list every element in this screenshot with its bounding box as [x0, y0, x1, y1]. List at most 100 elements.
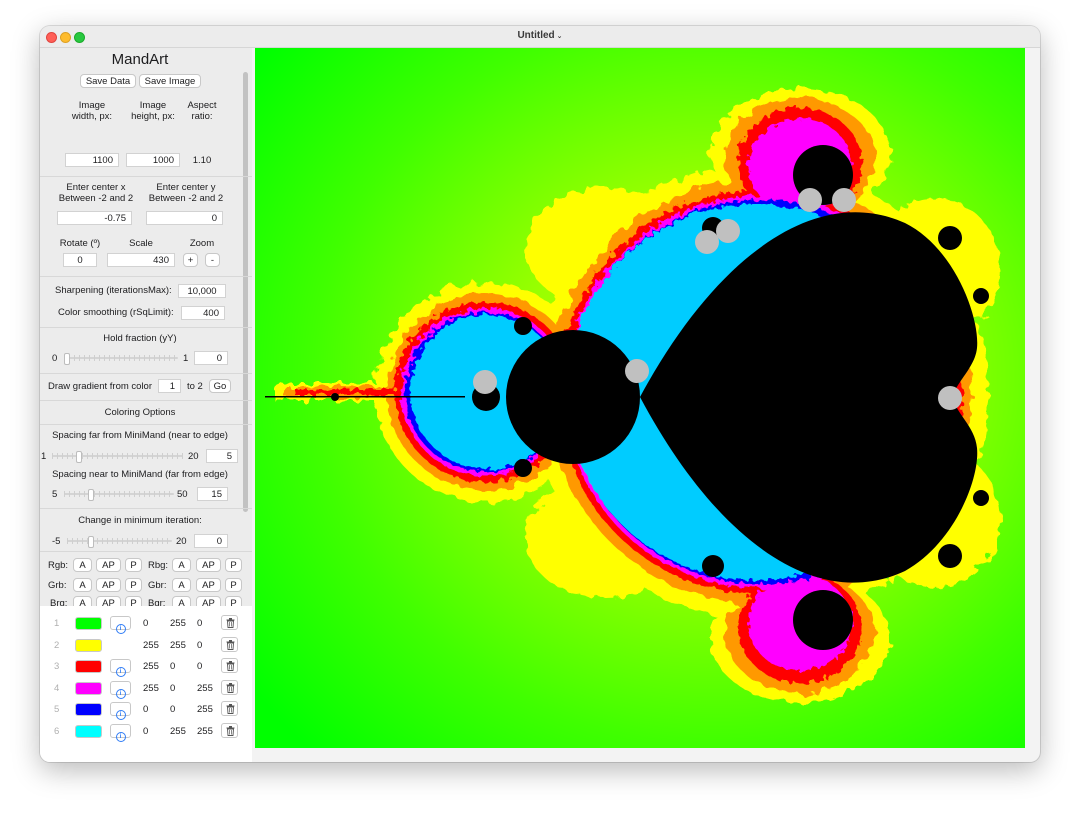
minimize-window-button[interactable] [60, 32, 71, 43]
green-value[interactable]: 0 [170, 661, 176, 673]
blue-value[interactable]: 255 [197, 726, 213, 737]
sidebar-scrollbar[interactable] [243, 72, 248, 512]
trash-icon[interactable] [221, 679, 238, 695]
center-x-input[interactable]: -0.75 [57, 211, 132, 225]
blue-value[interactable]: 0 [197, 661, 203, 673]
green-value[interactable]: 0 [170, 704, 176, 716]
green-value[interactable]: 255 [170, 618, 186, 629]
image-height-input[interactable]: 1000 [126, 153, 180, 167]
perm-gbr-a-button[interactable]: A [172, 578, 191, 592]
red-value[interactable]: 0 [143, 618, 149, 629]
title-bar: Untitled ⌄ [40, 26, 1040, 48]
sharpening-input[interactable]: 10,000 [178, 284, 226, 298]
close-window-button[interactable] [46, 32, 57, 43]
color-swatch[interactable] [75, 638, 102, 652]
separator [40, 276, 252, 277]
trash-icon[interactable] [221, 723, 238, 738]
control-point[interactable] [716, 219, 740, 243]
blue-value[interactable]: 0 [197, 618, 203, 629]
color-swatch[interactable] [75, 681, 102, 695]
control-point[interactable] [938, 386, 962, 410]
trash-icon[interactable] [221, 701, 238, 717]
color-row: 4 i 255 0 255 [40, 679, 252, 701]
color-swatch[interactable] [75, 703, 102, 717]
control-point[interactable] [798, 188, 822, 212]
perm-rbg-p-button[interactable]: P [225, 558, 242, 572]
perm-gbr-p-button[interactable]: P [225, 578, 242, 592]
green-value[interactable]: 255 [170, 726, 186, 737]
red-value[interactable]: 255 [143, 661, 159, 673]
info-icon[interactable]: i [110, 724, 131, 742]
gradient-from-input[interactable]: 1 [158, 379, 181, 393]
gradient-go-button[interactable]: Go [209, 379, 231, 393]
info-icon[interactable]: i [110, 659, 131, 678]
control-point[interactable] [473, 370, 497, 394]
rotate-input[interactable]: 0 [63, 253, 97, 267]
save-data-button[interactable]: Save Data [80, 74, 136, 88]
trash-icon[interactable] [221, 615, 238, 630]
zoom-window-button[interactable] [74, 32, 85, 43]
center-y-input[interactable]: 0 [146, 211, 223, 225]
info-icon[interactable]: i [110, 702, 131, 721]
spacing-near-input[interactable]: 15 [197, 487, 228, 501]
spacing-near-slider[interactable] [64, 489, 174, 501]
mandelbrot-canvas[interactable] [255, 48, 1025, 748]
perm-grb-ap-button[interactable]: AP [96, 578, 121, 592]
gradient-to-label: to 2 [187, 381, 203, 392]
hold-fraction-slider[interactable] [64, 353, 178, 365]
color-swatch[interactable] [75, 617, 102, 630]
separator [40, 400, 252, 401]
color-row: 6 i 0 255 255 [40, 722, 252, 744]
red-value[interactable]: 255 [143, 682, 159, 694]
trash-icon[interactable] [221, 658, 238, 674]
control-point[interactable] [625, 359, 649, 383]
rotate-label: Rotate (º) [59, 238, 101, 249]
perm-gbr-ap-button[interactable]: AP [196, 578, 221, 592]
red-value[interactable]: 0 [143, 704, 149, 716]
min-iteration-input[interactable]: 0 [194, 534, 228, 548]
red-value[interactable]: 255 [143, 639, 159, 651]
color-swatch[interactable] [75, 660, 102, 674]
min-iteration-slider[interactable] [67, 536, 172, 548]
spacing-far-input[interactable]: 5 [206, 449, 238, 463]
color-swatch[interactable] [75, 725, 102, 738]
hold-fraction-input[interactable]: 0 [194, 351, 228, 365]
smoothing-input[interactable]: 400 [181, 306, 225, 320]
slider-knob[interactable] [76, 451, 82, 463]
red-value[interactable]: 0 [143, 726, 149, 737]
perm-grb-p-button[interactable]: P [125, 578, 142, 592]
trash-icon[interactable] [221, 636, 238, 652]
window-title[interactable]: Untitled ⌄ [517, 30, 563, 41]
app-name: MandArt [111, 51, 169, 68]
scale-input[interactable]: 430 [107, 253, 175, 267]
main-cardioid [640, 212, 978, 583]
blue-value[interactable]: 255 [197, 682, 213, 694]
spacing-far-slider[interactable] [52, 451, 183, 463]
blue-value[interactable]: 0 [197, 639, 203, 651]
center-x-label: Enter center x Between -2 and 2 [58, 182, 134, 204]
info-icon[interactable]: i [110, 616, 131, 634]
control-point[interactable] [695, 230, 719, 254]
perm-rbg-ap-button[interactable]: AP [196, 558, 221, 572]
hold-min-label: 0 [52, 353, 58, 364]
perm-rbg-a-button[interactable]: A [172, 558, 191, 572]
image-width-input[interactable]: 1100 [65, 153, 119, 167]
perm-rgb-p-button[interactable]: P [125, 558, 142, 572]
perm-grb-a-button[interactable]: A [73, 578, 92, 592]
info-icon[interactable]: i [110, 680, 131, 699]
zoom-out-button[interactable]: - [205, 253, 220, 267]
slider-knob[interactable] [64, 353, 70, 365]
slider-knob[interactable] [88, 489, 94, 501]
perm-rgb-a-button[interactable]: A [73, 558, 92, 572]
mandelbrot-set [265, 145, 989, 650]
control-point[interactable] [832, 188, 856, 212]
save-image-button[interactable]: Save Image [139, 74, 201, 88]
gradient-label: Draw gradient from color [48, 381, 153, 392]
green-value[interactable]: 255 [170, 639, 186, 651]
green-value[interactable]: 0 [170, 682, 176, 694]
slider-knob[interactable] [88, 536, 94, 548]
perm-label-gbr: Gbr: [148, 580, 167, 591]
zoom-in-button[interactable]: + [183, 253, 198, 267]
blue-value[interactable]: 255 [197, 704, 213, 716]
perm-rgb-ap-button[interactable]: AP [96, 558, 121, 572]
